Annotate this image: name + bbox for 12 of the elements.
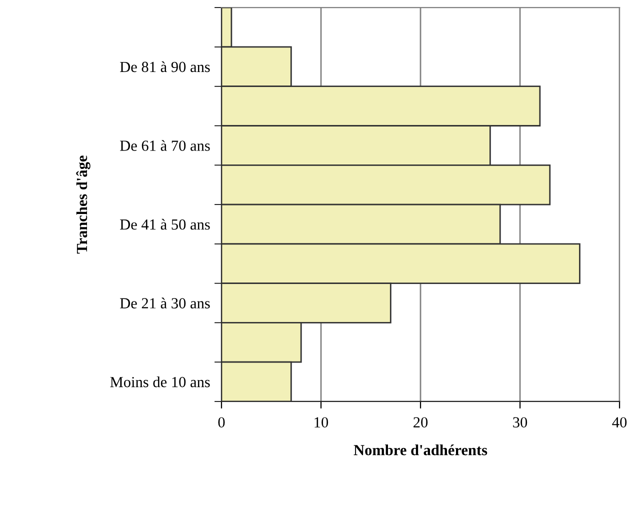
x-tick-label: 10 xyxy=(314,417,328,428)
y-tick-label: Moins de 10 ans xyxy=(110,376,210,388)
y-tick-label: De 41 à 50 ans xyxy=(120,218,210,230)
x-tick-label: 40 xyxy=(612,417,627,428)
y-tick-label: De 81 à 90 ans xyxy=(120,61,210,72)
y-axis-title: Tranches d'âge xyxy=(76,156,90,254)
y-tick-label: De 61 à 70 ans xyxy=(120,140,210,151)
x-tick-label: 0 xyxy=(218,417,225,428)
x-tick-label: 30 xyxy=(513,417,528,428)
x-tick-label: 20 xyxy=(414,417,428,428)
y-tick-label: De 21 à 30 ans xyxy=(120,298,210,308)
x-axis-title: Nombre d'adhérents xyxy=(354,444,488,456)
